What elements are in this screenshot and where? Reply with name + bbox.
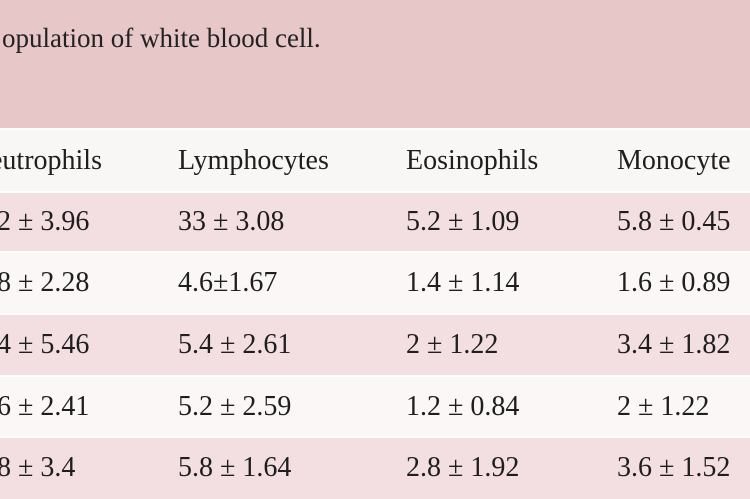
table-row: .6 ± 2.41 5.2 ± 2.59 1.2 ± 0.84 2 ± 1.22	[0, 376, 750, 437]
header-eosinophils: Eosinophils	[406, 145, 539, 176]
table-row: .8 ± 3.4 5.8 ± 1.64 2.8 ± 1.92 3.6 ± 1.5…	[0, 437, 750, 499]
header-monocytes: Monocyte	[617, 145, 731, 176]
row-divider	[0, 251, 750, 253]
table-row: .8 ± 2.28 4.6±1.67 1.4 ± 1.14 1.6 ± 0.89	[0, 252, 750, 314]
cell-eosinophils: 1.2 ± 0.84	[406, 390, 520, 422]
table-header-row: eutrophils Lymphocytes Eosinophils Monoc…	[0, 130, 750, 192]
row-divider	[0, 436, 750, 438]
cell-eosinophils: 2 ± 1.22	[406, 329, 499, 360]
row-divider	[0, 375, 750, 377]
cell-eosinophils: 1.4 ± 1.14	[406, 267, 520, 298]
cell-neutrophils: .2 ± 3.96	[0, 206, 90, 237]
cell-monocytes: 1.6 ± 0.89	[617, 267, 731, 298]
cell-eosinophils: 2.8 ± 1.92	[406, 452, 520, 483]
table-caption: opulation of white blood cell.	[2, 23, 321, 53]
row-divider	[0, 313, 750, 315]
cell-lymphocytes: 4.6±1.67	[178, 267, 278, 298]
cell-neutrophils: .4 ± 5.46	[0, 329, 90, 360]
cell-neutrophils: .6 ± 2.41	[0, 390, 90, 422]
row-divider	[0, 191, 750, 193]
cell-monocytes: 2 ± 1.22	[617, 390, 710, 422]
cell-lymphocytes: 33 ± 3.08	[178, 206, 285, 237]
cell-monocytes: 5.8 ± 0.45	[617, 206, 731, 237]
cell-lymphocytes: 5.4 ± 2.61	[178, 329, 292, 360]
table-caption-band: opulation of white blood cell.	[0, 0, 750, 130]
cell-monocytes: 3.4 ± 1.82	[617, 329, 731, 360]
cell-lymphocytes: 5.8 ± 1.64	[178, 452, 292, 483]
wbc-table: eutrophils Lymphocytes Eosinophils Monoc…	[0, 130, 750, 499]
cell-eosinophils: 5.2 ± 1.09	[406, 206, 520, 237]
cell-monocytes: 3.6 ± 1.52	[617, 452, 731, 483]
header-neutrophils: eutrophils	[0, 145, 102, 176]
cell-lymphocytes: 5.2 ± 2.59	[178, 390, 292, 422]
table-row: .4 ± 5.46 5.4 ± 2.61 2 ± 1.22 3.4 ± 1.82	[0, 314, 750, 376]
table-row: .2 ± 3.96 33 ± 3.08 5.2 ± 1.09 5.8 ± 0.4…	[0, 192, 750, 252]
cell-neutrophils: .8 ± 3.4	[0, 452, 76, 483]
caption-divider	[0, 128, 750, 131]
cell-neutrophils: .8 ± 2.28	[0, 267, 90, 298]
header-lymphocytes: Lymphocytes	[178, 145, 329, 176]
